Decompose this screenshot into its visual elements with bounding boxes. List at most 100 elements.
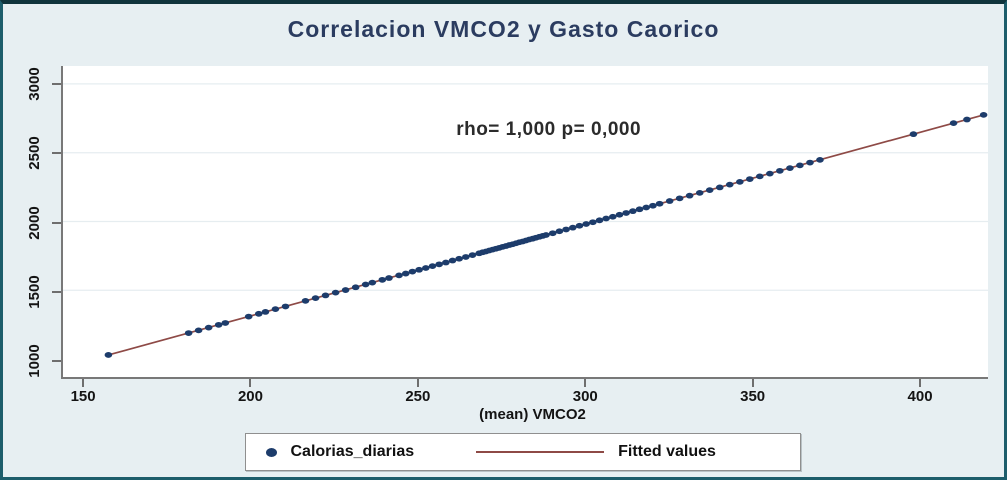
y-tick-label: 2500 bbox=[26, 136, 43, 170]
scatter-point bbox=[806, 159, 814, 166]
scatter-point bbox=[448, 257, 457, 264]
scatter-point bbox=[281, 303, 290, 310]
scatter-point bbox=[104, 352, 113, 358]
scatter-point bbox=[602, 215, 610, 222]
x-tick-label: 150 bbox=[70, 388, 96, 405]
y-tick-mark bbox=[52, 83, 61, 85]
scatter-point bbox=[385, 275, 393, 281]
x-tick-mark bbox=[584, 379, 587, 387]
scatter-point bbox=[331, 289, 340, 296]
scatter-point bbox=[415, 266, 423, 273]
scatter-plot bbox=[63, 83, 988, 358]
scatter-point bbox=[642, 204, 651, 211]
x-tick-label: 400 bbox=[907, 388, 933, 405]
scatter-point bbox=[665, 198, 674, 204]
scatter-point bbox=[321, 292, 330, 299]
scatter-point bbox=[254, 310, 263, 317]
scatter-point bbox=[725, 181, 734, 188]
x-axis-title: (mean) VMCO2 bbox=[479, 406, 586, 423]
scatter-point bbox=[301, 298, 310, 304]
y-tick-label: 3000 bbox=[26, 67, 43, 101]
scatter-point bbox=[455, 255, 463, 262]
scatter-point bbox=[311, 295, 320, 301]
scatter-point bbox=[705, 187, 714, 193]
scatter-point bbox=[542, 232, 550, 238]
scatter-point bbox=[555, 228, 564, 235]
scatter-point bbox=[271, 306, 280, 313]
scatter-point bbox=[746, 176, 754, 182]
chart-title: Correlacion VMCO2 y Gasto Caorico bbox=[287, 16, 720, 42]
scatter-point bbox=[351, 284, 360, 291]
scatter-point bbox=[635, 206, 644, 213]
x-tick-mark bbox=[82, 379, 85, 387]
scatter-point bbox=[595, 217, 604, 224]
scatter-point bbox=[261, 309, 270, 315]
fitted-line-icon bbox=[476, 451, 605, 453]
y-tick-label: 1000 bbox=[26, 344, 43, 378]
x-tick-label: 300 bbox=[572, 388, 598, 405]
scatter-point bbox=[949, 120, 958, 127]
scatter-point bbox=[589, 219, 597, 226]
x-tick-mark bbox=[751, 379, 754, 387]
x-tick-mark bbox=[249, 379, 252, 387]
scatter-point bbox=[796, 162, 804, 169]
scatter-point bbox=[468, 252, 477, 258]
rho-annotation: rho= 1,000 p= 0,000 bbox=[456, 118, 642, 140]
scatter-point bbox=[244, 313, 253, 320]
scatter-point bbox=[685, 192, 694, 199]
scatter-point bbox=[736, 178, 744, 185]
scatter-point bbox=[442, 259, 450, 266]
scatter-point bbox=[776, 167, 784, 174]
scatter-point bbox=[615, 211, 624, 218]
scatter-point bbox=[361, 281, 370, 288]
scatter-point bbox=[462, 254, 470, 260]
x-tick-mark bbox=[416, 379, 419, 387]
scatter-point bbox=[408, 268, 417, 275]
scatter-point bbox=[368, 279, 377, 286]
y-tick-mark bbox=[52, 152, 61, 155]
x-tick-label: 200 bbox=[237, 388, 263, 405]
scatter-point bbox=[629, 208, 637, 215]
scatter-marker-icon bbox=[265, 447, 277, 457]
y-tick-mark bbox=[52, 359, 61, 362]
y-tick-label: 2000 bbox=[26, 205, 43, 240]
y-tick-mark bbox=[52, 290, 61, 293]
scatter-point bbox=[649, 202, 657, 209]
scatter-point bbox=[715, 184, 724, 191]
scatter-point bbox=[184, 330, 193, 336]
scatter-point bbox=[979, 112, 988, 118]
scatter-point bbox=[395, 272, 403, 279]
scatter-point bbox=[786, 165, 794, 172]
scatter-point bbox=[569, 224, 577, 231]
scatter-point bbox=[695, 190, 704, 196]
scatter-point bbox=[963, 116, 971, 123]
scatter-point bbox=[341, 287, 350, 293]
scatter-point bbox=[221, 320, 230, 326]
scatter-point bbox=[756, 173, 764, 180]
scatter-point bbox=[575, 222, 584, 229]
scatter-point bbox=[655, 200, 664, 207]
scatter-point bbox=[422, 265, 430, 271]
scatter-point bbox=[562, 226, 570, 233]
legend-box: Calorias_diarias Fitted values bbox=[244, 433, 801, 471]
scatter-point bbox=[548, 230, 557, 237]
scatter-point bbox=[622, 210, 630, 216]
scatter-point bbox=[378, 276, 387, 283]
scatter-point bbox=[401, 270, 410, 277]
scatter-point bbox=[582, 221, 590, 227]
scatter-point bbox=[428, 263, 437, 269]
scatter-point bbox=[214, 321, 223, 328]
x-tick-mark bbox=[919, 379, 922, 387]
scatter-point bbox=[194, 327, 203, 334]
legend-label-calorias: Calorias_diarias bbox=[290, 443, 415, 460]
scatter-point bbox=[766, 170, 774, 177]
scatter-point bbox=[675, 195, 684, 202]
scatter-point bbox=[435, 261, 443, 268]
y-tick-mark bbox=[52, 221, 61, 224]
legend-label-fitted: Fitted values bbox=[618, 443, 716, 460]
scatter-point bbox=[909, 131, 918, 138]
y-tick-label: 1500 bbox=[26, 275, 43, 309]
scatter-point bbox=[609, 213, 617, 220]
x-tick-label: 350 bbox=[740, 388, 766, 405]
